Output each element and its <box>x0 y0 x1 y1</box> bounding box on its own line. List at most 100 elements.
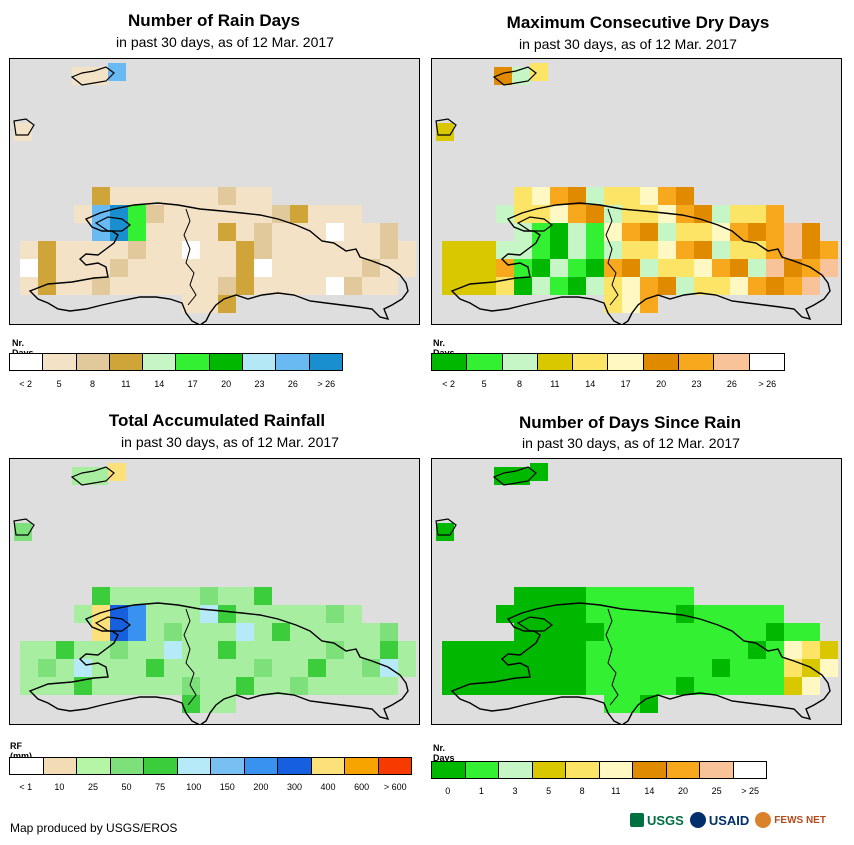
grid-cell <box>622 295 640 313</box>
panel-subtitle: in past 30 days, as of 12 Mar. 2017 <box>522 435 740 451</box>
grid-cell <box>38 277 56 295</box>
grid-cell <box>694 623 712 641</box>
grid-cell <box>532 623 550 641</box>
grid-cell <box>532 259 550 277</box>
grid-cell <box>344 277 362 295</box>
grid-cell <box>182 295 200 313</box>
legend-swatch <box>43 758 77 774</box>
grid-cell <box>766 277 784 295</box>
grid-cell <box>380 641 398 659</box>
grid-cell <box>550 205 568 223</box>
legend-label: 11 <box>550 379 560 389</box>
grid-cell <box>478 677 496 695</box>
legend-swatch <box>311 758 345 774</box>
grid-cell <box>658 259 676 277</box>
grid-cell <box>254 259 272 277</box>
grid-cell <box>676 187 694 205</box>
grid-cell <box>344 677 362 695</box>
grid-cell <box>550 659 568 677</box>
grid-cell <box>362 223 380 241</box>
grid-cell <box>398 241 416 259</box>
grid-cell <box>272 677 290 695</box>
grid-cell <box>326 677 344 695</box>
legend-swatch <box>666 762 700 778</box>
grid-cell <box>514 223 532 241</box>
legend-label: 5 <box>56 379 62 389</box>
grid-cell <box>344 205 362 223</box>
grid-cell <box>380 623 398 641</box>
grid-cell <box>568 641 586 659</box>
grid-cell <box>622 277 640 295</box>
grid-cell <box>530 463 548 481</box>
grid-cell <box>730 677 748 695</box>
map-rainfall <box>9 458 420 725</box>
grid-cell <box>712 259 730 277</box>
legend-label: 20 <box>656 379 667 389</box>
map-graphic <box>13 63 416 324</box>
legend-swatch <box>278 758 312 774</box>
grid-cells <box>436 63 838 313</box>
grid-cell <box>550 605 568 623</box>
grid-cell <box>460 641 478 659</box>
grid-cell <box>128 587 146 605</box>
grid-cell <box>802 677 820 695</box>
grid-cell <box>290 259 308 277</box>
legend-label: 17 <box>187 379 198 389</box>
grid-cell <box>38 659 56 677</box>
grid-cell <box>586 187 604 205</box>
grid-cell <box>218 623 236 641</box>
grid-cell <box>164 605 182 623</box>
grid-cell <box>308 241 326 259</box>
legend-swatch <box>144 758 178 774</box>
legend-label: 25 <box>87 782 98 792</box>
grid-cell <box>326 605 344 623</box>
grid-cell <box>128 605 146 623</box>
legend-label: 11 <box>611 786 621 796</box>
grid-cell <box>272 641 290 659</box>
grid-cell <box>290 677 308 695</box>
grid-cell <box>326 277 344 295</box>
grid-cell <box>146 277 164 295</box>
usaid-logo-text: USAID <box>708 812 750 828</box>
grid-cell <box>550 259 568 277</box>
grid-cell <box>712 277 730 295</box>
grid-cell <box>820 659 838 677</box>
grid-cell <box>326 223 344 241</box>
legend-swatch <box>276 354 310 370</box>
legend-swatch <box>467 354 503 370</box>
grid-cell <box>128 223 146 241</box>
grid-cell <box>14 523 32 541</box>
grid-cell <box>236 677 254 695</box>
legend-label: 300 <box>286 782 302 792</box>
legend-swatch <box>599 762 633 778</box>
legend-swatch <box>143 354 177 370</box>
grid-cell <box>550 277 568 295</box>
coastline <box>183 208 197 306</box>
grid-cell <box>658 277 676 295</box>
grid-cell <box>550 623 568 641</box>
grid-cell <box>694 223 712 241</box>
legend-swatch <box>43 354 77 370</box>
credit-text: Map produced by USGS/EROS <box>10 821 178 835</box>
grid-cell <box>164 587 182 605</box>
grid-cell <box>530 63 548 81</box>
grid-cell <box>92 277 110 295</box>
grid-cell <box>748 677 766 695</box>
grid-cell <box>90 467 108 485</box>
grid-cell <box>38 241 56 259</box>
grid-cell <box>676 677 694 695</box>
grid-cell <box>128 641 146 659</box>
grid-cell <box>200 295 218 313</box>
grid-cell <box>478 259 496 277</box>
grid-cell <box>496 205 514 223</box>
grid-cell <box>146 641 164 659</box>
grid-cell <box>586 641 604 659</box>
grid-cell <box>74 259 92 277</box>
grid-cell <box>676 205 694 223</box>
grid-cell <box>200 677 218 695</box>
grid-cell <box>694 277 712 295</box>
grid-cell <box>344 659 362 677</box>
legend-swatch <box>643 354 680 370</box>
grid-cell <box>676 587 694 605</box>
grid-cell <box>254 677 272 695</box>
